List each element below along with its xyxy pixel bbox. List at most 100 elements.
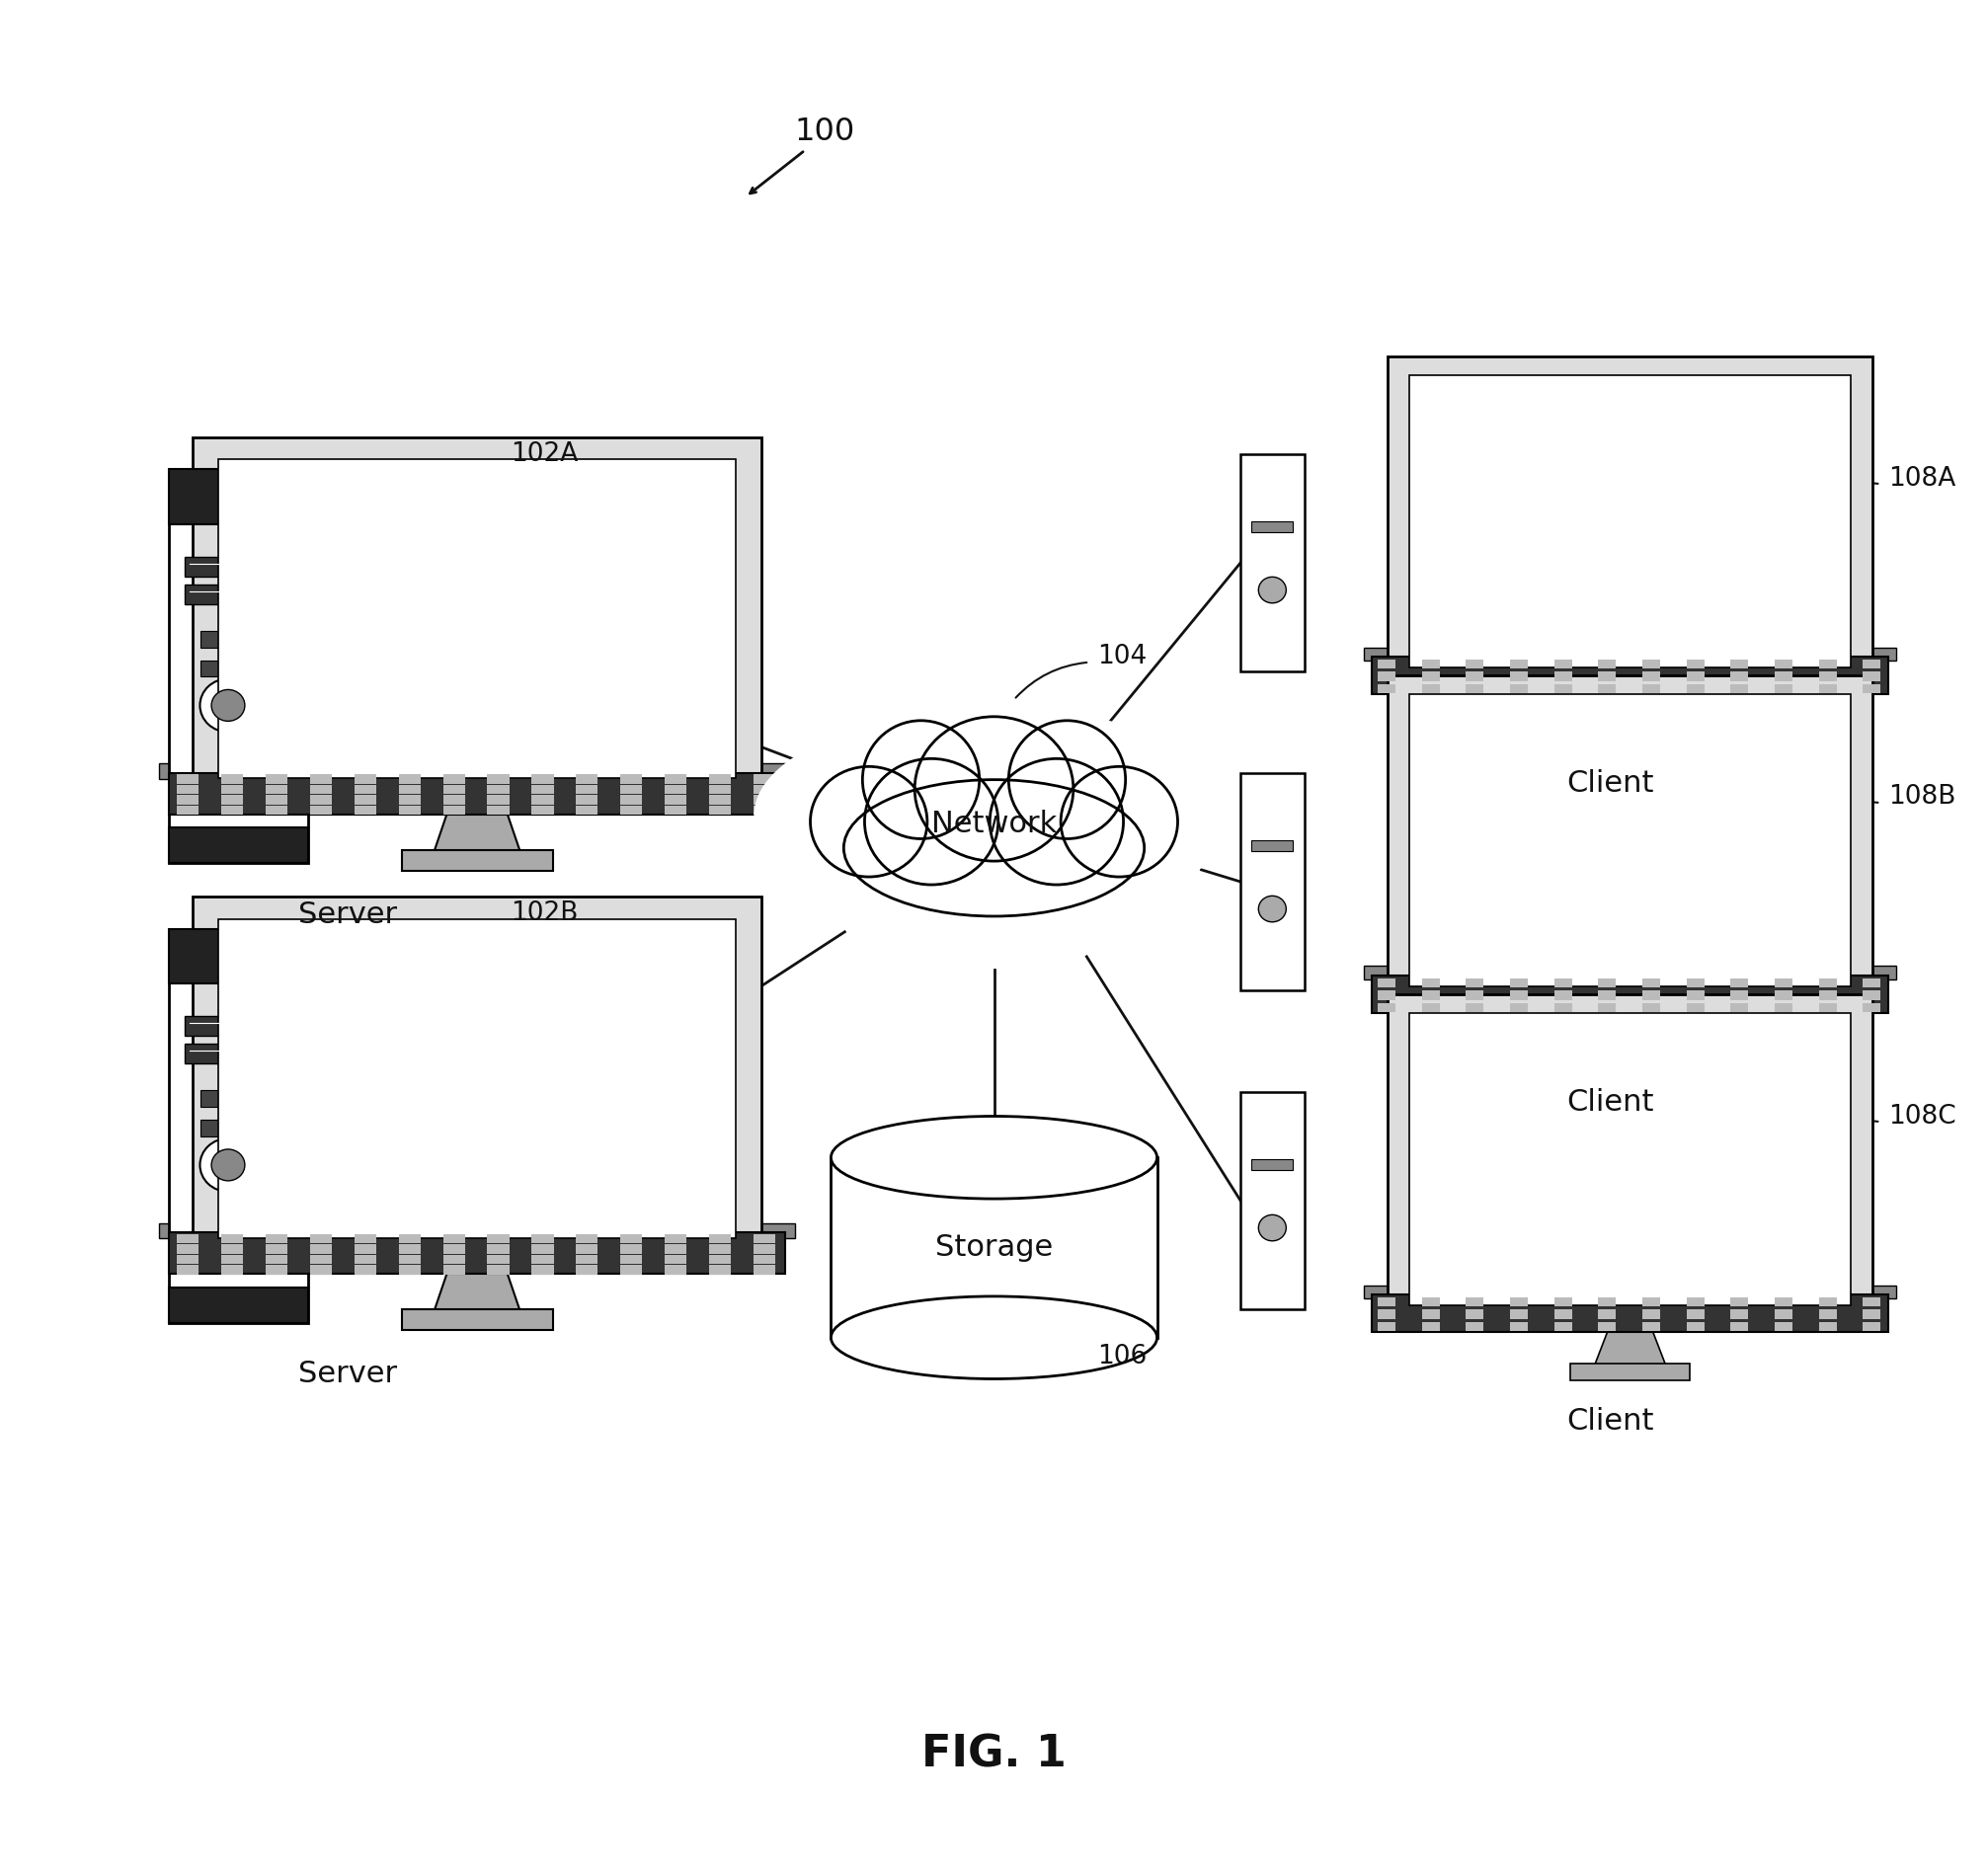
Circle shape (201, 1139, 256, 1191)
FancyBboxPatch shape (1571, 726, 1690, 743)
Ellipse shape (795, 704, 1193, 887)
FancyBboxPatch shape (266, 1255, 288, 1264)
FancyBboxPatch shape (310, 1255, 332, 1264)
FancyBboxPatch shape (201, 660, 276, 677)
FancyBboxPatch shape (1421, 1004, 1439, 1013)
FancyBboxPatch shape (1364, 1285, 1897, 1298)
FancyBboxPatch shape (487, 1234, 509, 1244)
FancyBboxPatch shape (1686, 977, 1704, 987)
FancyBboxPatch shape (1388, 356, 1873, 687)
FancyBboxPatch shape (266, 775, 288, 784)
FancyBboxPatch shape (221, 1264, 243, 1274)
FancyBboxPatch shape (310, 795, 332, 805)
FancyBboxPatch shape (310, 805, 332, 814)
FancyBboxPatch shape (1863, 1296, 1881, 1306)
FancyBboxPatch shape (185, 1043, 292, 1064)
Ellipse shape (865, 758, 998, 885)
FancyBboxPatch shape (664, 775, 686, 784)
FancyBboxPatch shape (169, 929, 308, 1323)
FancyBboxPatch shape (1775, 685, 1793, 694)
FancyBboxPatch shape (1571, 1045, 1690, 1062)
FancyBboxPatch shape (753, 1244, 775, 1253)
Circle shape (1258, 1216, 1286, 1240)
FancyBboxPatch shape (443, 795, 465, 805)
Polygon shape (1594, 1006, 1666, 1047)
FancyBboxPatch shape (1511, 672, 1529, 681)
FancyBboxPatch shape (1378, 1296, 1396, 1306)
FancyBboxPatch shape (1863, 991, 1881, 1000)
FancyBboxPatch shape (1555, 1296, 1573, 1306)
FancyBboxPatch shape (1642, 685, 1660, 694)
FancyBboxPatch shape (577, 784, 598, 794)
FancyBboxPatch shape (1598, 1296, 1616, 1306)
FancyBboxPatch shape (1819, 977, 1837, 987)
FancyBboxPatch shape (1686, 672, 1704, 681)
FancyBboxPatch shape (1511, 1296, 1529, 1306)
FancyBboxPatch shape (201, 630, 276, 647)
FancyBboxPatch shape (531, 775, 553, 784)
FancyBboxPatch shape (577, 1255, 598, 1264)
FancyBboxPatch shape (266, 795, 288, 805)
Text: 108C: 108C (1889, 1103, 1956, 1129)
FancyBboxPatch shape (1252, 1159, 1292, 1171)
FancyBboxPatch shape (1819, 1309, 1837, 1319)
FancyBboxPatch shape (710, 1244, 732, 1253)
Text: Server: Server (298, 1360, 398, 1388)
FancyBboxPatch shape (1372, 1294, 1889, 1332)
Circle shape (211, 1150, 245, 1180)
FancyBboxPatch shape (1241, 1092, 1304, 1309)
FancyBboxPatch shape (1819, 672, 1837, 681)
FancyBboxPatch shape (1686, 658, 1704, 668)
FancyBboxPatch shape (1775, 1004, 1793, 1013)
FancyBboxPatch shape (443, 1255, 465, 1264)
FancyBboxPatch shape (1511, 658, 1529, 668)
Text: 102B: 102B (511, 900, 579, 927)
Text: 106: 106 (1097, 1343, 1147, 1369)
FancyBboxPatch shape (1555, 685, 1573, 694)
FancyBboxPatch shape (185, 1017, 292, 1036)
FancyBboxPatch shape (1863, 685, 1881, 694)
FancyBboxPatch shape (266, 784, 288, 794)
FancyBboxPatch shape (1863, 1323, 1881, 1332)
FancyBboxPatch shape (443, 1244, 465, 1253)
Text: Storage: Storage (934, 1233, 1054, 1263)
FancyBboxPatch shape (1372, 657, 1889, 694)
FancyBboxPatch shape (252, 1152, 272, 1180)
FancyBboxPatch shape (1642, 1296, 1660, 1306)
Circle shape (201, 679, 256, 732)
FancyBboxPatch shape (1465, 991, 1483, 1000)
FancyBboxPatch shape (1598, 672, 1616, 681)
FancyBboxPatch shape (487, 1255, 509, 1264)
FancyBboxPatch shape (487, 775, 509, 784)
FancyBboxPatch shape (1686, 1004, 1704, 1013)
FancyBboxPatch shape (354, 1244, 376, 1253)
FancyBboxPatch shape (1511, 1004, 1529, 1013)
FancyBboxPatch shape (1863, 658, 1881, 668)
FancyBboxPatch shape (400, 1234, 421, 1244)
FancyBboxPatch shape (664, 795, 686, 805)
FancyBboxPatch shape (1598, 991, 1616, 1000)
FancyBboxPatch shape (400, 1264, 421, 1274)
Circle shape (1258, 897, 1286, 921)
FancyBboxPatch shape (1775, 672, 1793, 681)
FancyBboxPatch shape (753, 784, 775, 794)
FancyBboxPatch shape (531, 795, 553, 805)
FancyBboxPatch shape (710, 1234, 732, 1244)
Text: Network: Network (930, 810, 1058, 839)
Circle shape (211, 690, 245, 720)
FancyBboxPatch shape (1730, 977, 1747, 987)
FancyBboxPatch shape (219, 460, 736, 779)
FancyBboxPatch shape (1388, 994, 1873, 1324)
FancyBboxPatch shape (1241, 454, 1304, 672)
FancyBboxPatch shape (400, 1244, 421, 1253)
Ellipse shape (914, 717, 1074, 861)
FancyBboxPatch shape (1378, 1323, 1396, 1332)
FancyBboxPatch shape (1421, 658, 1439, 668)
Polygon shape (1594, 687, 1666, 728)
FancyBboxPatch shape (221, 1244, 243, 1253)
FancyBboxPatch shape (620, 1255, 642, 1264)
FancyBboxPatch shape (664, 1234, 686, 1244)
FancyBboxPatch shape (1511, 977, 1529, 987)
FancyBboxPatch shape (193, 897, 761, 1261)
FancyBboxPatch shape (201, 1120, 276, 1137)
